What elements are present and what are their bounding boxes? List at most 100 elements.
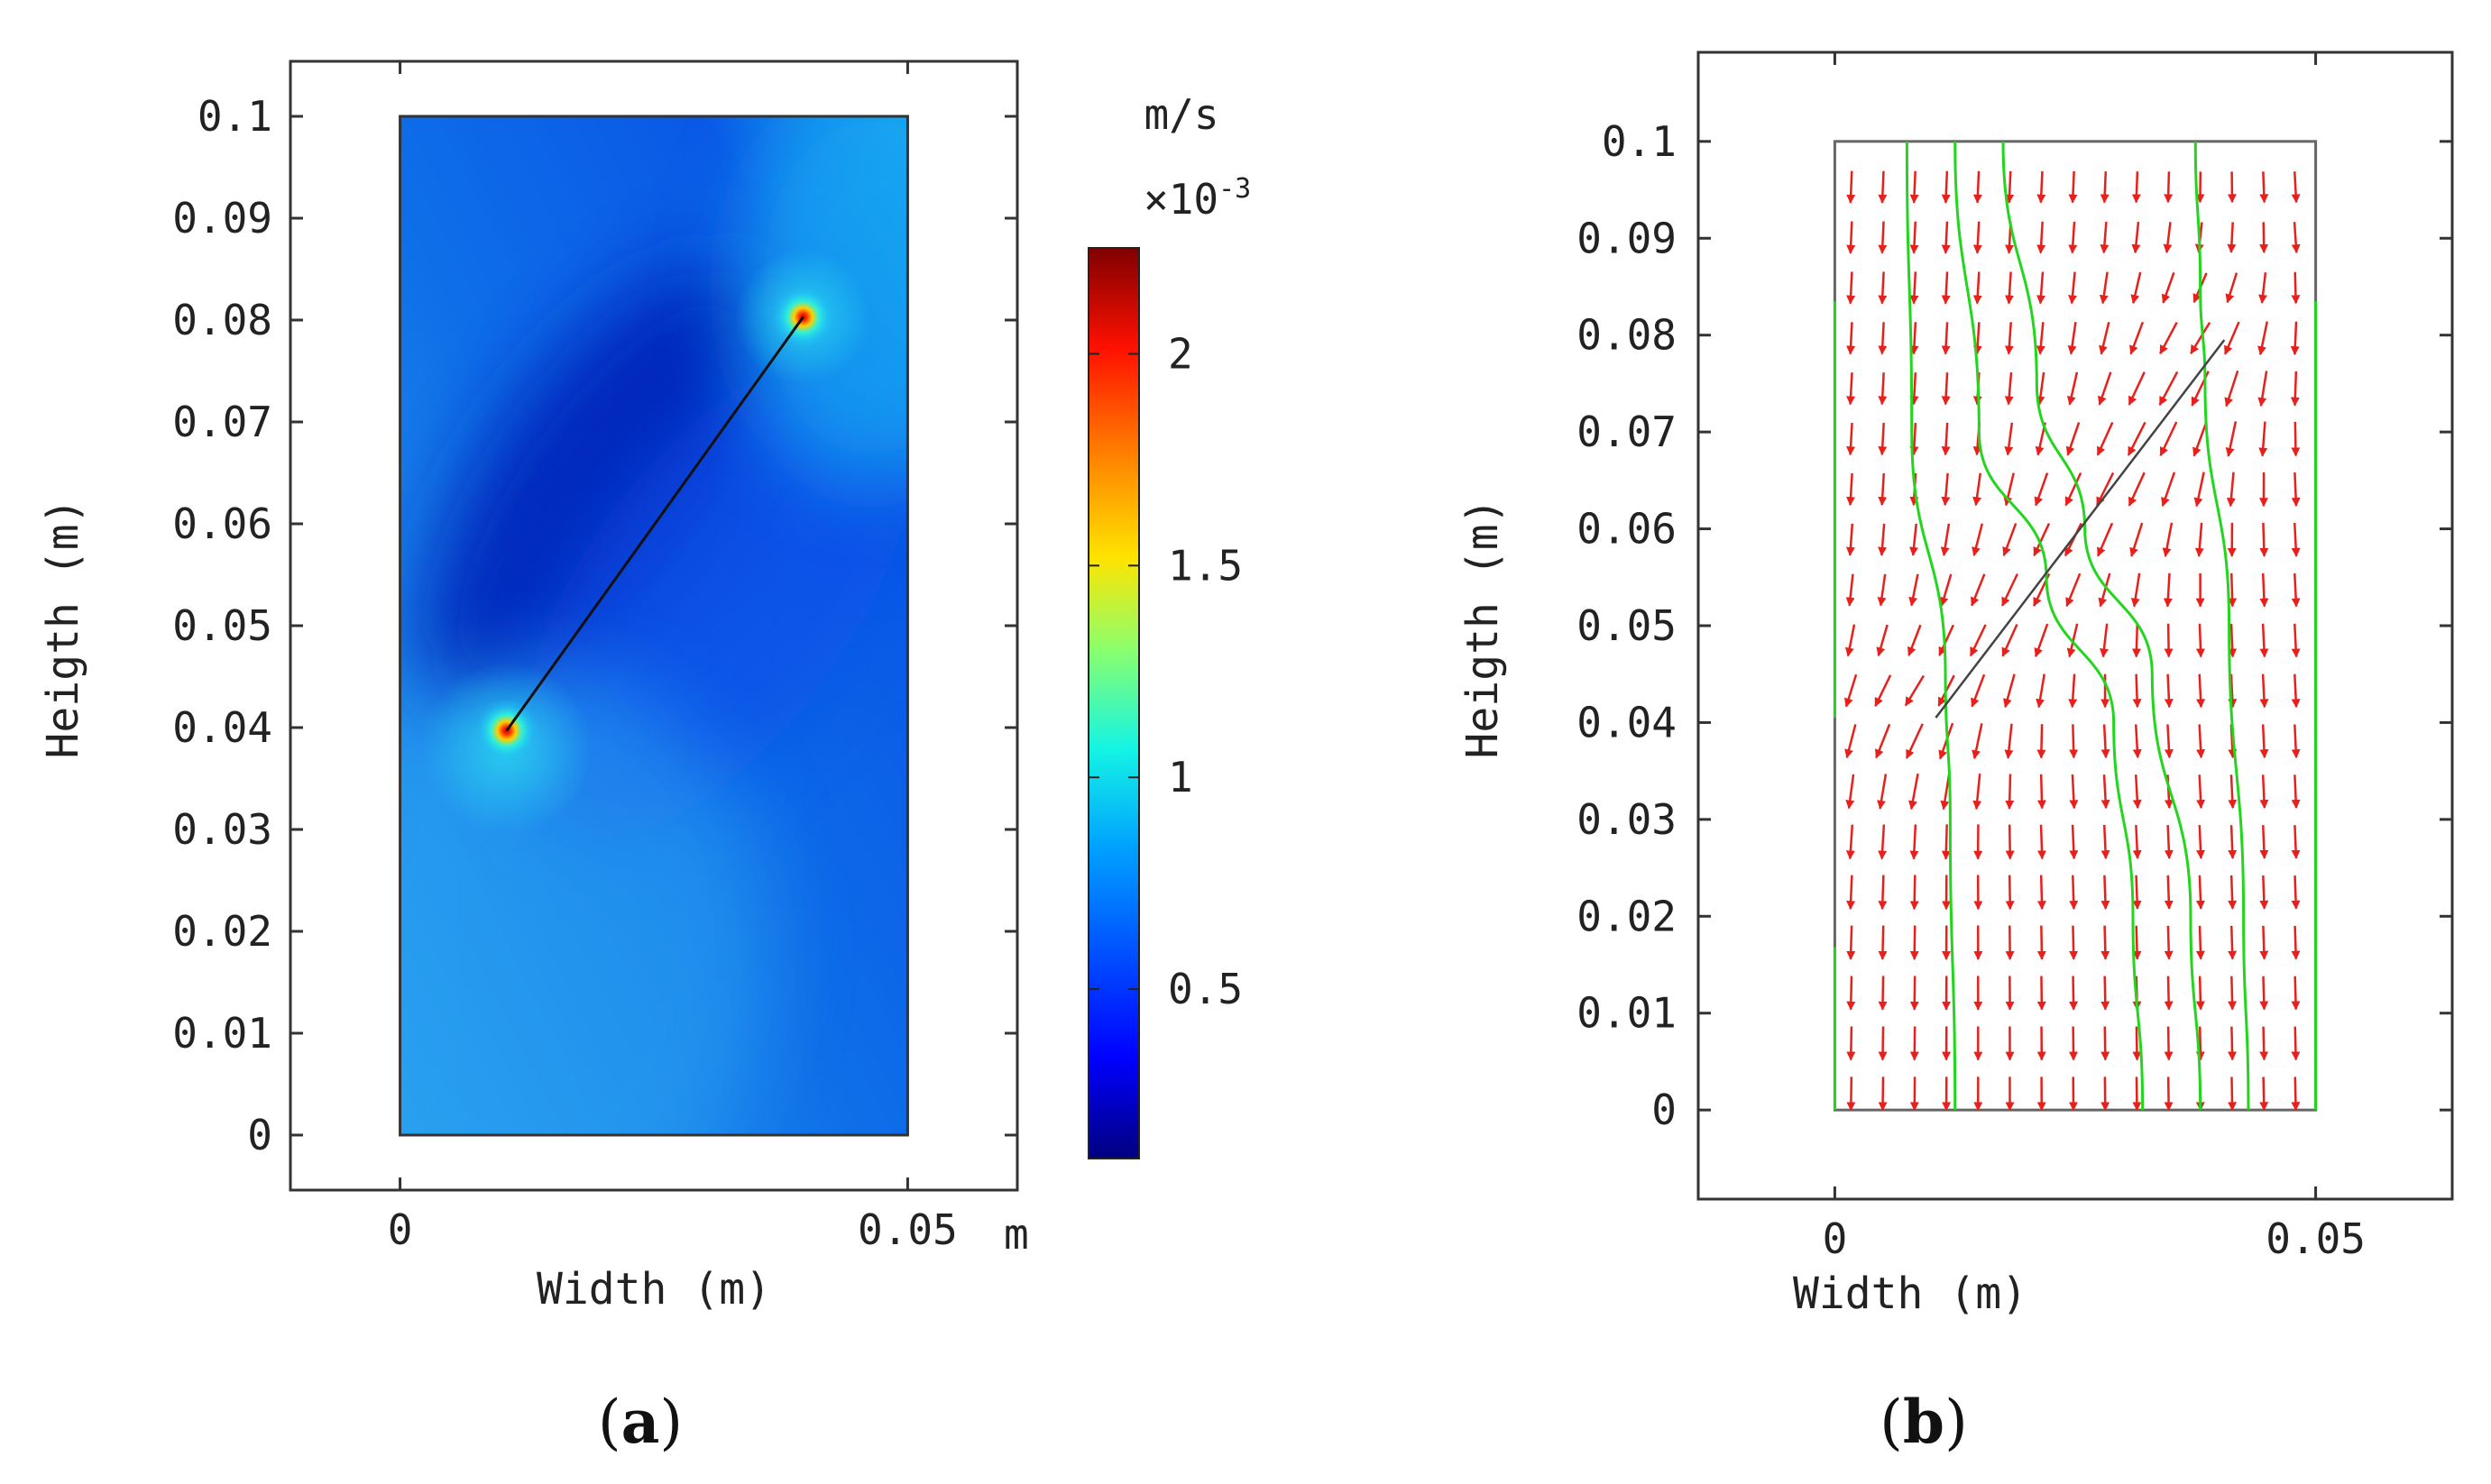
velocity-arrow [1941,824,1951,860]
x-axis-title: Width (m) [1793,1269,2027,1319]
velocity-arrow [2004,371,2014,406]
y-tick-label: 0.09 [1576,214,1677,262]
velocity-arrow [2291,1026,2301,1061]
velocity-arrow [1938,624,1954,656]
velocity-arrow [1905,723,1924,759]
velocity-arrow [1972,322,1982,355]
velocity-arrow [2132,774,2142,810]
velocity-arrow [1846,170,1856,204]
velocity-arrow [2291,171,2301,204]
velocity-arrow [2259,1026,2269,1061]
velocity-arrow [2100,925,2110,960]
velocity-arrow [1878,221,1888,254]
velocity-arrow [2005,170,2015,204]
velocity-arrow [1972,723,1983,760]
fracture-line [1935,339,2226,719]
velocity-arrow [2159,421,2178,457]
velocity-arrow [1846,221,1856,254]
streamlines [1905,141,2250,1111]
y-axis-title: Heigth (m) [1457,499,1508,759]
velocity-arrow [2259,673,2269,709]
velocity-arrow [1844,624,1856,657]
y-axis-ticks: 0 0.01 0.02 0.03 0.04 0.05 0.06 0.07 0.08 0.09 0.1 [1576,117,2452,1134]
x-tick-label: 0 [1823,1214,1848,1263]
velocity-arrow [2001,573,2018,607]
velocity-arrow [2100,221,2110,254]
y-tick-label: 0.07 [172,398,272,446]
velocity-arrow [2098,371,2112,406]
velocity-arrow [2127,421,2146,456]
velocity-arrows [1843,170,2301,1112]
velocity-arrow [1909,824,1919,860]
velocity-arrow [2065,573,2082,608]
velocity-arrow [1846,1076,1856,1112]
velocity-arrow [2194,522,2204,557]
velocity-arrow [2291,925,2301,960]
velocity-arrow [2291,421,2301,457]
velocity-arrow [2195,1026,2205,1061]
colorbar-unit: m/s [1144,90,1218,139]
velocity-arrow [2161,271,2175,304]
velocity-arrow [2068,221,2078,254]
velocity-arrow [2129,321,2145,355]
velocity-arrow [2228,774,2238,810]
velocity-arrow [2069,976,2079,1011]
velocity-arrow [2193,472,2205,508]
velocity-arrow [1846,372,1856,406]
x-unit-suffix: m [1004,1210,1029,1259]
y-tick-label: 0.1 [1602,117,1677,166]
velocity-arrow [1844,724,1857,759]
velocity-arrow [2228,875,2238,910]
velocity-arrow [2196,825,2206,860]
velocity-arrow [2259,573,2269,608]
velocity-arrow [2164,825,2174,860]
velocity-arrow [2164,875,2174,910]
velocity-arrow [2004,271,2014,305]
velocity-arrow [1878,925,1888,961]
velocity-arrow [1970,573,1986,607]
velocity-arrow [2291,573,2301,608]
y-tick-label: 0.06 [1576,505,1677,554]
velocity-arrow [2291,472,2301,508]
velocity-arrow [1909,875,1919,911]
y-tick-label: 0.02 [1576,892,1677,940]
velocity-arrow [2227,1076,2237,1112]
velocity-arrow [1971,673,1986,708]
x-axis-ticks: 0 0.05 [1823,52,2366,1263]
velocity-arrow [2259,976,2269,1011]
velocity-arrow [2196,673,2206,709]
x-axis-title: Width (m) [537,1264,771,1315]
velocity-arrow [1877,573,1887,607]
velocity-arrow [2001,623,2018,657]
velocity-arrow [1972,523,1984,557]
velocity-arrow [2130,573,2141,608]
velocity-arrow [2291,976,2301,1011]
velocity-arrow [2228,623,2238,658]
velocity-arrow [2005,774,2015,810]
domain-border [399,115,909,1137]
colorbar: m/s ×10-3 0.5 1 1.5 2 [1088,90,1251,1159]
velocity-arrow [1909,271,1919,305]
velocity-arrow [2228,573,2238,608]
y-tick-label: 0.05 [172,601,272,650]
velocity-arrow [2259,875,2269,910]
velocity-arrow [1909,523,1919,556]
velocity-arrow [1845,774,1855,810]
velocity-arrow [2130,271,2142,305]
velocity-arrow [2228,976,2238,1011]
velocity-arrow [1878,976,1888,1011]
velocity-arrow [2098,573,2111,608]
velocity-arrow [2004,422,2014,456]
velocity-arrow [2129,522,2144,557]
velocity-arrow [2096,522,2114,557]
velocity-arrow [2162,522,2174,557]
velocity-arrow [2069,774,2079,810]
velocity-arrow [2128,472,2146,507]
velocity-arrow [1908,773,1919,811]
velocity-arrow [2004,322,2014,355]
velocity-arrow [1846,322,1856,355]
streamline [1953,141,2145,1111]
velocity-arrow [2164,1076,2174,1112]
velocity-arrow [2164,724,2174,759]
